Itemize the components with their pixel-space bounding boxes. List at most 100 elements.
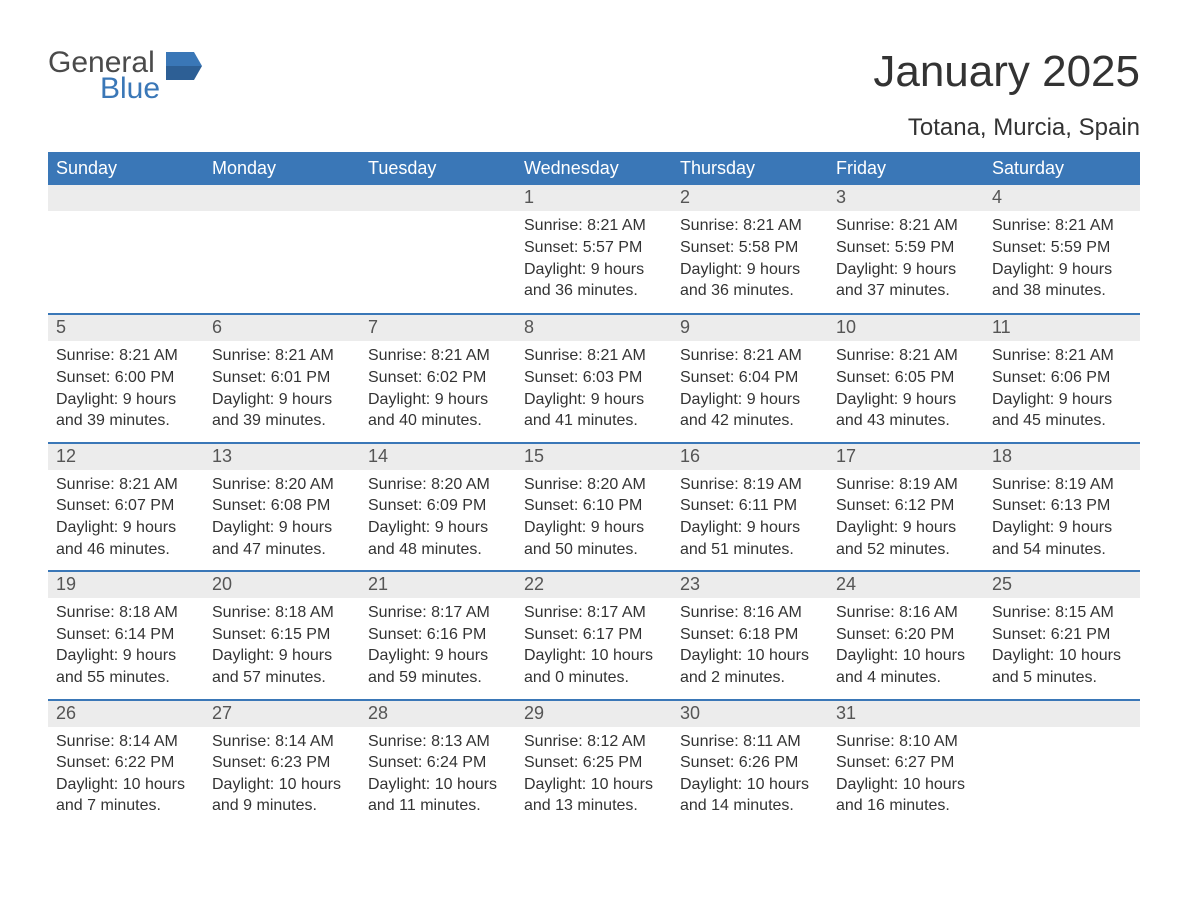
day-number: 5 [48,315,204,341]
weekday-header: Tuesday [360,152,516,185]
location-text: Totana, Murcia, Spain [873,114,1140,142]
calendar-day: 8Sunrise: 8:21 AMSunset: 6:03 PMDaylight… [516,315,672,441]
sunset-text: Sunset: 5:59 PM [836,237,976,259]
sunrise-text: Sunrise: 8:15 AM [992,602,1132,624]
day-number: 22 [516,572,672,598]
calendar-day: 19Sunrise: 8:18 AMSunset: 6:14 PMDayligh… [48,572,204,698]
daylight-text: Daylight: 10 hours and 7 minutes. [56,774,196,817]
daylight-text: Daylight: 9 hours and 47 minutes. [212,517,352,560]
day-content: Sunrise: 8:20 AMSunset: 6:09 PMDaylight:… [360,470,516,570]
sunrise-text: Sunrise: 8:21 AM [836,215,976,237]
calendar-week: 19Sunrise: 8:18 AMSunset: 6:14 PMDayligh… [48,570,1140,698]
sunrise-text: Sunrise: 8:21 AM [368,345,508,367]
daylight-text: Daylight: 9 hours and 36 minutes. [524,259,664,302]
day-content [360,211,516,225]
sunset-text: Sunset: 6:10 PM [524,495,664,517]
daylight-text: Daylight: 9 hours and 37 minutes. [836,259,976,302]
calendar-day: 31Sunrise: 8:10 AMSunset: 6:27 PMDayligh… [828,701,984,827]
daylight-text: Daylight: 9 hours and 46 minutes. [56,517,196,560]
sunset-text: Sunset: 6:08 PM [212,495,352,517]
day-number: 25 [984,572,1140,598]
daylight-text: Daylight: 9 hours and 48 minutes. [368,517,508,560]
sunrise-text: Sunrise: 8:19 AM [992,474,1132,496]
calendar-day: 24Sunrise: 8:16 AMSunset: 6:20 PMDayligh… [828,572,984,698]
calendar-day [984,701,1140,827]
day-content: Sunrise: 8:20 AMSunset: 6:10 PMDaylight:… [516,470,672,570]
sunrise-text: Sunrise: 8:17 AM [524,602,664,624]
day-content: Sunrise: 8:21 AMSunset: 5:58 PMDaylight:… [672,211,828,311]
calendar-day: 10Sunrise: 8:21 AMSunset: 6:05 PMDayligh… [828,315,984,441]
day-number: 10 [828,315,984,341]
daylight-text: Daylight: 9 hours and 43 minutes. [836,389,976,432]
day-number: 4 [984,185,1140,211]
day-content: Sunrise: 8:13 AMSunset: 6:24 PMDaylight:… [360,727,516,827]
day-number: 28 [360,701,516,727]
calendar-week: 12Sunrise: 8:21 AMSunset: 6:07 PMDayligh… [48,442,1140,570]
daylight-text: Daylight: 10 hours and 14 minutes. [680,774,820,817]
day-number: 9 [672,315,828,341]
sunset-text: Sunset: 6:02 PM [368,367,508,389]
calendar: Sunday Monday Tuesday Wednesday Thursday… [48,152,1140,827]
daylight-text: Daylight: 9 hours and 45 minutes. [992,389,1132,432]
calendar-day: 23Sunrise: 8:16 AMSunset: 6:18 PMDayligh… [672,572,828,698]
sunrise-text: Sunrise: 8:20 AM [212,474,352,496]
calendar-day: 4Sunrise: 8:21 AMSunset: 5:59 PMDaylight… [984,185,1140,313]
day-number: 8 [516,315,672,341]
day-content: Sunrise: 8:18 AMSunset: 6:14 PMDaylight:… [48,598,204,698]
weekday-header: Wednesday [516,152,672,185]
day-number: 6 [204,315,360,341]
daylight-text: Daylight: 9 hours and 38 minutes. [992,259,1132,302]
day-number: 30 [672,701,828,727]
daylight-text: Daylight: 9 hours and 51 minutes. [680,517,820,560]
day-number: 13 [204,444,360,470]
sunset-text: Sunset: 6:13 PM [992,495,1132,517]
sunset-text: Sunset: 6:07 PM [56,495,196,517]
daylight-text: Daylight: 9 hours and 39 minutes. [212,389,352,432]
day-number: 17 [828,444,984,470]
day-content [48,211,204,225]
sunrise-text: Sunrise: 8:16 AM [680,602,820,624]
daylight-text: Daylight: 9 hours and 40 minutes. [368,389,508,432]
calendar-day: 7Sunrise: 8:21 AMSunset: 6:02 PMDaylight… [360,315,516,441]
title-block: January 2025 Totana, Murcia, Spain [873,48,1140,142]
day-number: 12 [48,444,204,470]
day-content: Sunrise: 8:21 AMSunset: 6:05 PMDaylight:… [828,341,984,441]
calendar-day [48,185,204,313]
sunrise-text: Sunrise: 8:18 AM [212,602,352,624]
daylight-text: Daylight: 10 hours and 13 minutes. [524,774,664,817]
day-number: 24 [828,572,984,598]
daylight-text: Daylight: 10 hours and 9 minutes. [212,774,352,817]
sunset-text: Sunset: 6:05 PM [836,367,976,389]
day-content: Sunrise: 8:16 AMSunset: 6:20 PMDaylight:… [828,598,984,698]
day-content: Sunrise: 8:21 AMSunset: 6:06 PMDaylight:… [984,341,1140,441]
page-header: General Blue January 2025 Totana, Murcia… [48,48,1140,142]
daylight-text: Daylight: 9 hours and 57 minutes. [212,645,352,688]
day-number: 11 [984,315,1140,341]
calendar-day: 25Sunrise: 8:15 AMSunset: 6:21 PMDayligh… [984,572,1140,698]
calendar-week: 1Sunrise: 8:21 AMSunset: 5:57 PMDaylight… [48,185,1140,313]
page-title: January 2025 [873,48,1140,96]
calendar-day: 27Sunrise: 8:14 AMSunset: 6:23 PMDayligh… [204,701,360,827]
day-number: 14 [360,444,516,470]
daylight-text: Daylight: 9 hours and 36 minutes. [680,259,820,302]
day-number: 1 [516,185,672,211]
weekday-header: Saturday [984,152,1140,185]
calendar-day: 16Sunrise: 8:19 AMSunset: 6:11 PMDayligh… [672,444,828,570]
daylight-text: Daylight: 10 hours and 0 minutes. [524,645,664,688]
calendar-day: 21Sunrise: 8:17 AMSunset: 6:16 PMDayligh… [360,572,516,698]
day-content: Sunrise: 8:17 AMSunset: 6:16 PMDaylight:… [360,598,516,698]
sunset-text: Sunset: 5:58 PM [680,237,820,259]
sunset-text: Sunset: 6:00 PM [56,367,196,389]
sunrise-text: Sunrise: 8:21 AM [56,474,196,496]
weekday-header: Monday [204,152,360,185]
calendar-day: 15Sunrise: 8:20 AMSunset: 6:10 PMDayligh… [516,444,672,570]
sunrise-text: Sunrise: 8:16 AM [836,602,976,624]
sunrise-text: Sunrise: 8:14 AM [212,731,352,753]
sunrise-text: Sunrise: 8:12 AM [524,731,664,753]
day-number [984,701,1140,727]
sunrise-text: Sunrise: 8:21 AM [524,215,664,237]
calendar-day: 9Sunrise: 8:21 AMSunset: 6:04 PMDaylight… [672,315,828,441]
sunset-text: Sunset: 6:25 PM [524,752,664,774]
calendar-day: 3Sunrise: 8:21 AMSunset: 5:59 PMDaylight… [828,185,984,313]
calendar-day: 28Sunrise: 8:13 AMSunset: 6:24 PMDayligh… [360,701,516,827]
